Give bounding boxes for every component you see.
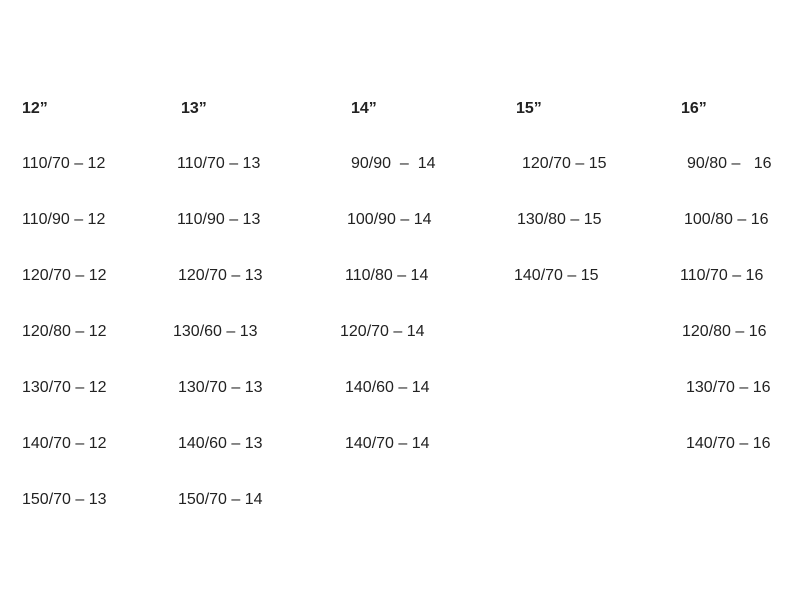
tire-size-cell: 130/70 – 16 [686, 379, 771, 396]
tire-size-cell: 120/80 – 12 [22, 323, 107, 340]
column-header: 16” [681, 100, 707, 117]
tire-size-cell: 90/80 – 16 [687, 155, 772, 172]
tire-size-cell: 110/70 – 13 [177, 155, 261, 172]
column-header: 12” [22, 100, 48, 117]
tire-size-cell: 150/70 – 13 [22, 491, 107, 508]
tire-size-cell: 100/80 – 16 [684, 211, 769, 228]
tire-size-cell: 130/60 – 13 [173, 323, 258, 340]
tire-size-cell: 120/70 – 12 [22, 267, 107, 284]
tire-size-cell: 120/70 – 15 [522, 155, 607, 172]
tire-size-cell: 120/80 – 16 [682, 323, 767, 340]
tire-size-cell: 110/90 – 13 [177, 211, 261, 228]
tire-size-cell: 140/60 – 13 [178, 435, 263, 452]
tire-size-cell: 120/70 – 13 [178, 267, 263, 284]
tire-size-cell: 150/70 – 14 [178, 491, 263, 508]
tire-size-cell: 120/70 – 14 [340, 323, 425, 340]
tire-size-cell: 140/60 – 14 [345, 379, 430, 396]
column-header: 15” [516, 100, 542, 117]
tire-size-cell: 110/90 – 12 [22, 211, 106, 228]
tire-size-cell: 140/70 – 12 [22, 435, 107, 452]
tire-size-cell: 130/70 – 12 [22, 379, 107, 396]
tire-size-cell: 140/70 – 16 [686, 435, 771, 452]
tire-size-cell: 100/90 – 14 [347, 211, 432, 228]
tire-size-cell: 110/80 – 14 [345, 267, 429, 284]
tire-size-cell: 130/80 – 15 [517, 211, 602, 228]
tire-size-cell: 110/70 – 16 [680, 267, 764, 284]
tire-size-cell: 130/70 – 13 [178, 379, 263, 396]
tire-size-cell: 110/70 – 12 [22, 155, 106, 172]
tire-size-cell: 140/70 – 15 [514, 267, 599, 284]
tire-size-cell: 90/90 – 14 [351, 155, 436, 172]
tire-size-cell: 140/70 – 14 [345, 435, 430, 452]
column-header: 14” [351, 100, 377, 117]
column-header: 13” [181, 100, 207, 117]
